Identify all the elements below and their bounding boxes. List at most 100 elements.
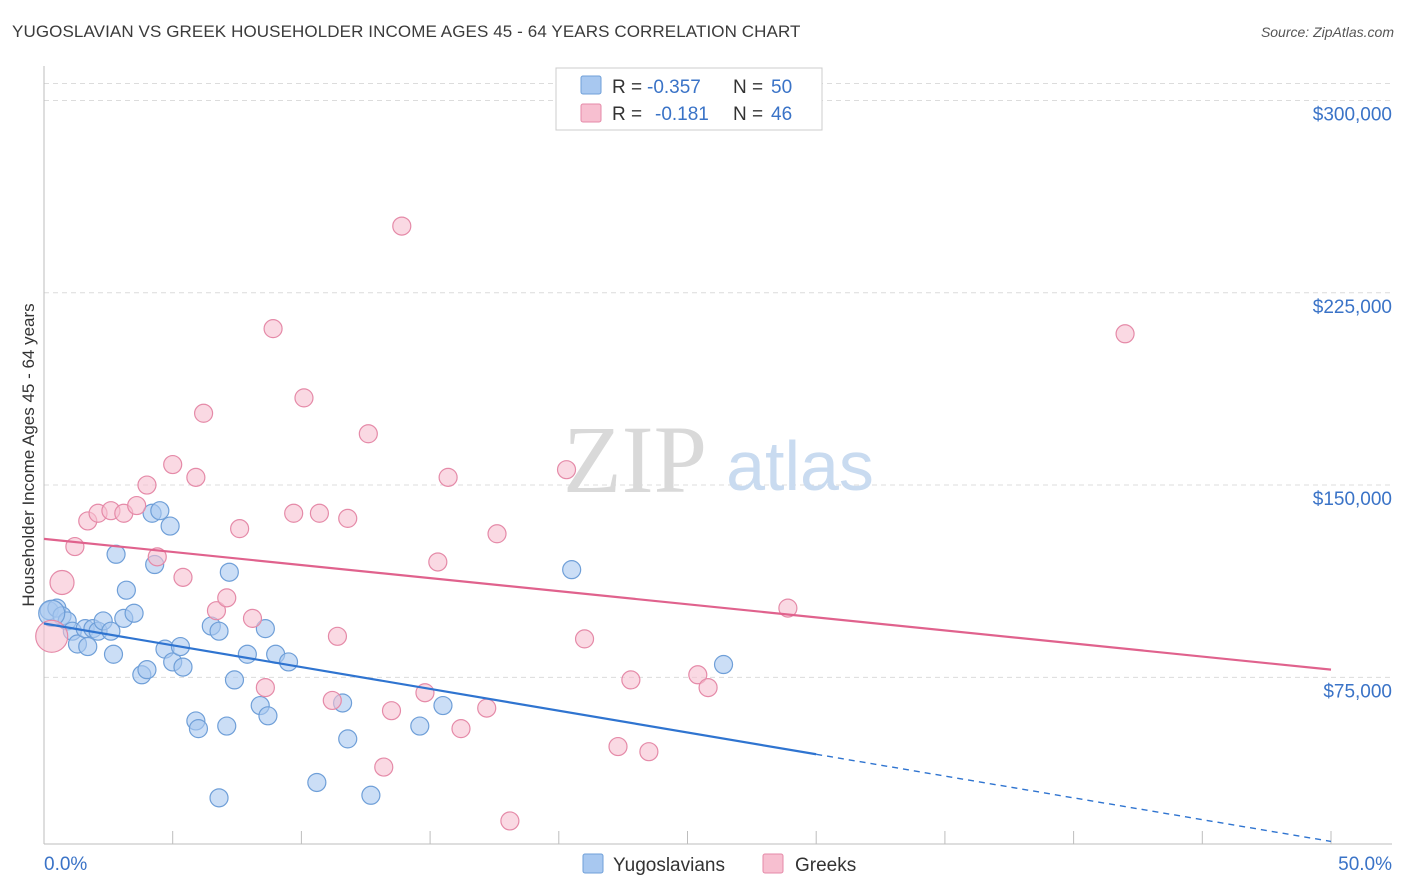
watermark-atlas: atlas [726,427,874,505]
legend-r-label-2: R = [612,104,642,125]
point-greeks [451,719,471,739]
point-greeks [556,460,577,480]
point-greeks [500,811,520,831]
watermark-zip: ZIP [563,406,707,513]
point-greeks [173,567,193,587]
axes [43,66,1392,845]
point-greeks [309,503,330,523]
point-yugoslavians [278,652,299,672]
point-yugoslavians [188,719,209,739]
point-greeks [163,454,183,475]
point-greeks [621,670,641,690]
point-yugoslavians [103,644,124,664]
point-greeks [35,619,69,653]
point-yugoslavians [410,716,430,736]
point-greeks [322,690,342,711]
legend-r-value-1: -0.357 [647,77,701,98]
point-greeks [147,547,167,567]
point-greeks [1115,324,1135,344]
point-greeks [263,319,283,339]
y-tick-label: $225,000 [1313,297,1392,318]
point-yugoslavians [173,657,193,677]
point-yugoslavians [209,788,229,808]
watermark: ZIP atlas [563,406,874,513]
legend-n-value-1: 50 [771,77,792,98]
legend-r-label-1: R = [612,77,642,98]
point-yugoslavians [258,706,278,726]
trend-line-greeks [43,537,1332,671]
point-greeks [242,608,263,628]
y-axis-label: Householder Income Ages 45 - 64 years [19,303,38,606]
point-yugoslavians [307,772,327,793]
point-yugoslavians [137,660,157,680]
point-yugoslavians [116,580,136,600]
legend-r-value-2: -0.181 [655,104,709,125]
point-greeks [186,467,206,487]
point-greeks [338,508,358,528]
point-greeks [217,588,237,608]
point-greeks [284,503,304,523]
point-yugoslavians [160,516,180,536]
point-yugoslavians [361,785,381,805]
point-greeks [327,626,348,646]
point-greeks [230,519,250,539]
point-yugoslavians [78,636,98,657]
point-greeks [49,569,75,596]
point-yugoslavians [255,619,275,639]
point-greeks [487,524,507,544]
chart-title: YUGOSLAVIAN VS GREEK HOUSEHOLDER INCOME … [12,22,801,41]
point-yugoslavians [217,716,237,736]
point-greeks [127,495,147,516]
point-yugoslavians [124,603,144,623]
legend-swatch-greeks [580,103,602,123]
y-tick-label: $150,000 [1313,489,1392,510]
point-yugoslavians [562,560,582,580]
trend-line-yugoslavians [43,622,817,756]
point-greeks [778,598,798,618]
point-yugoslavians [433,695,453,716]
legend-n-value-2: 46 [771,104,792,125]
legend-n-label-1: N = [733,77,763,98]
point-greeks [392,216,412,236]
point-yugoslavians [338,729,358,749]
point-greeks [639,742,659,762]
point-yugoslavians [209,621,229,641]
point-yugoslavians [219,562,239,582]
trend-line-yugoslavians-extension [816,753,1332,843]
point-greeks [688,665,708,685]
data-points [35,216,1135,831]
point-greeks [65,536,85,557]
point-greeks [255,677,275,698]
y-tick-label: $75,000 [1323,681,1392,702]
point-greeks [358,424,378,444]
point-yugoslavians [224,670,245,690]
grid-lines [44,82,1392,678]
y-tick-label: $300,000 [1313,104,1392,125]
legend-n-label-2: N = [733,104,763,125]
point-greeks [374,757,394,777]
point-greeks [381,701,402,721]
point-greeks [698,677,718,698]
point-yugoslavians [237,644,257,664]
point-greeks [438,467,458,487]
bottom-legend-label-greeks: Greeks [795,855,856,876]
bottom-legend-swatch-greeks [762,853,784,874]
source-credit: Source: ZipAtlas.com [1260,24,1394,40]
point-greeks [574,629,595,649]
trend-lines [43,537,1332,843]
point-greeks [206,601,227,621]
point-greeks [137,475,157,495]
point-greeks [294,388,314,408]
bottom-legend-swatch-yugoslavians [582,853,604,874]
bottom-legend-label-yugoslavians: Yugoslavians [613,855,725,876]
point-yugoslavians [106,544,126,564]
point-greeks [608,736,628,757]
series-legend: Yugoslavians Greeks [582,853,856,876]
legend-swatch-yugoslavians [580,75,602,95]
point-greeks [477,698,497,718]
tick-labels: $75,000 $150,000 $225,000 $300,000 0.0% 50.0% [44,104,1392,875]
x-tick-label-min: 0.0% [44,854,87,875]
point-yugoslavians [150,501,170,521]
point-yugoslavians [713,654,734,675]
